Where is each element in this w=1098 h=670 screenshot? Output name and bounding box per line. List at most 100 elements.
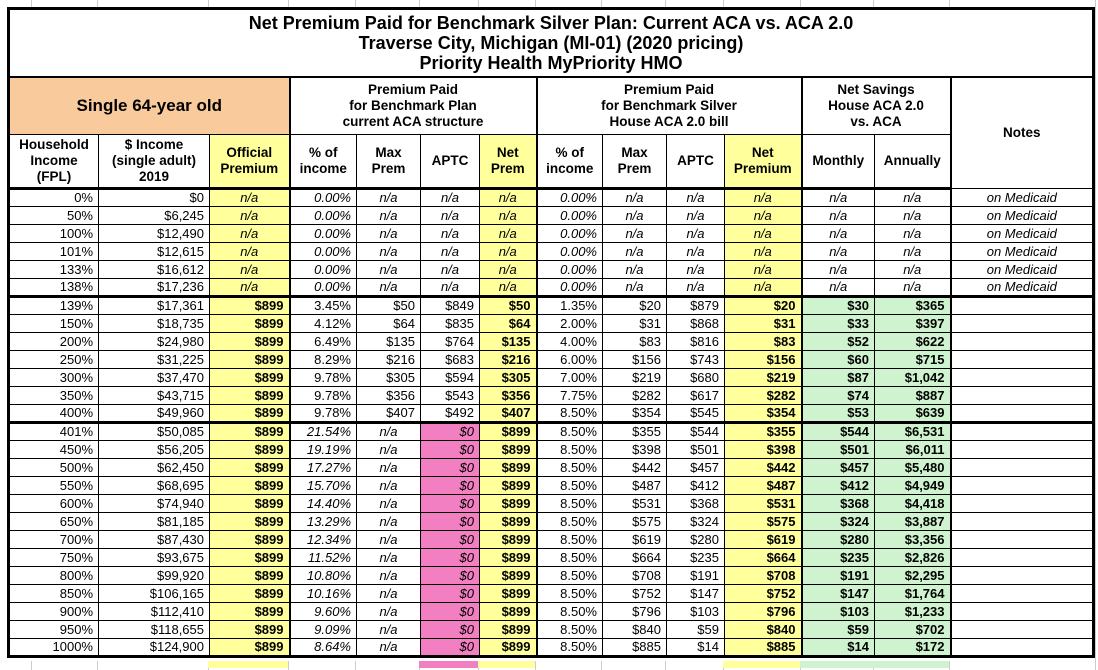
- cell-income[interactable]: $74,940: [98, 493, 210, 513]
- cell-notes[interactable]: [949, 420, 1095, 441]
- cell-official[interactable]: $899: [209, 294, 291, 315]
- cell-aca_pct[interactable]: 9.09%: [289, 619, 357, 639]
- cell-income[interactable]: $118,655: [98, 619, 210, 639]
- cell-annually[interactable]: n/a: [874, 277, 952, 297]
- cell-h_net[interactable]: n/a: [724, 241, 803, 261]
- cell-aca_aptc[interactable]: $0: [420, 493, 480, 513]
- cell-aca_max[interactable]: $50: [356, 294, 421, 315]
- cell-aca_aptc[interactable]: $0: [420, 619, 480, 639]
- cell-h_max[interactable]: n/a: [602, 277, 667, 297]
- cell-notes[interactable]: [949, 367, 1095, 387]
- cell-h_aptc[interactable]: $235: [666, 547, 725, 567]
- cell-h_aptc[interactable]: $103: [666, 601, 725, 621]
- cell-h_max[interactable]: $442: [602, 457, 667, 477]
- cell-aca_aptc[interactable]: $764: [420, 331, 480, 351]
- cell-income[interactable]: $56,205: [98, 439, 210, 459]
- cell-official[interactable]: $899: [209, 583, 291, 603]
- cell-aca_max[interactable]: n/a: [356, 475, 421, 495]
- cell-h_net[interactable]: $156: [724, 349, 803, 369]
- group-header-aca2[interactable]: Premium Paid for Benchmark Silver House …: [536, 76, 803, 135]
- cell-aca_max[interactable]: $356: [356, 385, 421, 405]
- cell-aca_max[interactable]: n/a: [356, 601, 421, 621]
- cell-notes[interactable]: [949, 349, 1095, 369]
- cell-fpl[interactable]: 100%: [8, 223, 99, 243]
- cell-monthly[interactable]: $324: [801, 511, 875, 531]
- cell-income[interactable]: $99,920: [98, 565, 210, 585]
- cell-official[interactable]: n/a: [209, 223, 291, 243]
- cell-monthly[interactable]: $147: [801, 583, 875, 603]
- cell-h_max[interactable]: $219: [602, 367, 667, 387]
- cell-notes[interactable]: [949, 637, 1095, 657]
- cell-h_net[interactable]: n/a: [724, 223, 803, 243]
- cell-aca_net[interactable]: $899: [479, 493, 538, 513]
- cell-h_net[interactable]: n/a: [724, 205, 803, 225]
- cell-notes[interactable]: [949, 547, 1095, 567]
- cell-h_pct[interactable]: 0.00%: [536, 187, 603, 207]
- cell-h_net[interactable]: n/a: [724, 187, 803, 207]
- cell-h_pct[interactable]: 1.35%: [536, 294, 603, 315]
- cell-notes[interactable]: on Medicaid: [949, 187, 1095, 207]
- cell-official[interactable]: $899: [209, 565, 291, 585]
- cell-h_aptc[interactable]: $412: [666, 475, 725, 495]
- cell-income[interactable]: $49,960: [98, 403, 210, 423]
- cell-notes[interactable]: [949, 583, 1095, 603]
- cell-official[interactable]: $899: [209, 403, 291, 423]
- cell-h_max[interactable]: $619: [602, 529, 667, 549]
- cell-monthly[interactable]: n/a: [801, 241, 875, 261]
- cell-income[interactable]: $12,490: [98, 223, 210, 243]
- cell-aca_net[interactable]: $899: [479, 475, 538, 495]
- cell-aca_net[interactable]: $899: [479, 619, 538, 639]
- cell-official[interactable]: $899: [209, 619, 291, 639]
- cell-aca_net[interactable]: $899: [479, 637, 538, 657]
- cell-aca_net[interactable]: n/a: [479, 259, 538, 279]
- cell-annually[interactable]: n/a: [874, 223, 952, 243]
- cell-aca_max[interactable]: $135: [356, 331, 421, 351]
- cell-annually[interactable]: $887: [874, 385, 952, 405]
- cell-aca_aptc[interactable]: $0: [420, 637, 480, 657]
- cell-aca_max[interactable]: n/a: [356, 439, 421, 459]
- cell-annually[interactable]: $6,011: [874, 439, 952, 459]
- cell-monthly[interactable]: $59: [801, 619, 875, 639]
- cell-h_aptc[interactable]: $368: [666, 493, 725, 513]
- cell-h_net[interactable]: $398: [724, 439, 803, 459]
- cell-aca_pct[interactable]: 9.78%: [289, 367, 357, 387]
- cell-notes[interactable]: on Medicaid: [949, 241, 1095, 261]
- cell-fpl[interactable]: 401%: [8, 420, 99, 441]
- cell-fpl[interactable]: 650%: [8, 511, 99, 531]
- cell-aca_pct[interactable]: 9.60%: [289, 601, 357, 621]
- cell-annually[interactable]: $702: [874, 619, 952, 639]
- cell-aca_net[interactable]: $305: [479, 367, 538, 387]
- cell-aca_aptc[interactable]: n/a: [420, 205, 480, 225]
- cell-fpl[interactable]: 500%: [8, 457, 99, 477]
- column-header-income[interactable]: $ Income (single adult) 2019: [98, 133, 210, 190]
- cell-h_pct[interactable]: 8.50%: [536, 619, 603, 639]
- cell-aca_pct[interactable]: 3.45%: [289, 294, 357, 315]
- cell-h_max[interactable]: $752: [602, 583, 667, 603]
- cell-aca_pct[interactable]: 0.00%: [289, 259, 357, 279]
- cell-official[interactable]: $899: [209, 529, 291, 549]
- cell-aca_max[interactable]: $407: [356, 403, 421, 423]
- cell-fpl[interactable]: 750%: [8, 547, 99, 567]
- cell-monthly[interactable]: $280: [801, 529, 875, 549]
- column-header-h_max[interactable]: Max Prem: [602, 133, 667, 190]
- cell-fpl[interactable]: 300%: [8, 367, 99, 387]
- column-header-h_net[interactable]: Net Premium: [724, 133, 803, 190]
- cell-h_aptc[interactable]: $544: [666, 420, 725, 441]
- cell-h_pct[interactable]: 8.50%: [536, 403, 603, 423]
- cell-notes[interactable]: [949, 457, 1095, 477]
- cell-annually[interactable]: n/a: [874, 187, 952, 207]
- cell-aca_net[interactable]: $899: [479, 583, 538, 603]
- cell-official[interactable]: n/a: [209, 205, 291, 225]
- cell-fpl[interactable]: 400%: [8, 403, 99, 423]
- cell-annually[interactable]: $1,042: [874, 367, 952, 387]
- cell-aca_pct[interactable]: 17.27%: [289, 457, 357, 477]
- cell-h_net[interactable]: $487: [724, 475, 803, 495]
- cell-aca_max[interactable]: n/a: [356, 529, 421, 549]
- cell-income[interactable]: $43,715: [98, 385, 210, 405]
- cell-h_max[interactable]: $531: [602, 493, 667, 513]
- cell-h_max[interactable]: $796: [602, 601, 667, 621]
- cell-aca_aptc[interactable]: n/a: [420, 241, 480, 261]
- cell-notes[interactable]: [949, 601, 1095, 621]
- column-header-aca_max[interactable]: Max Prem: [356, 133, 421, 190]
- cell-h_aptc[interactable]: n/a: [666, 223, 725, 243]
